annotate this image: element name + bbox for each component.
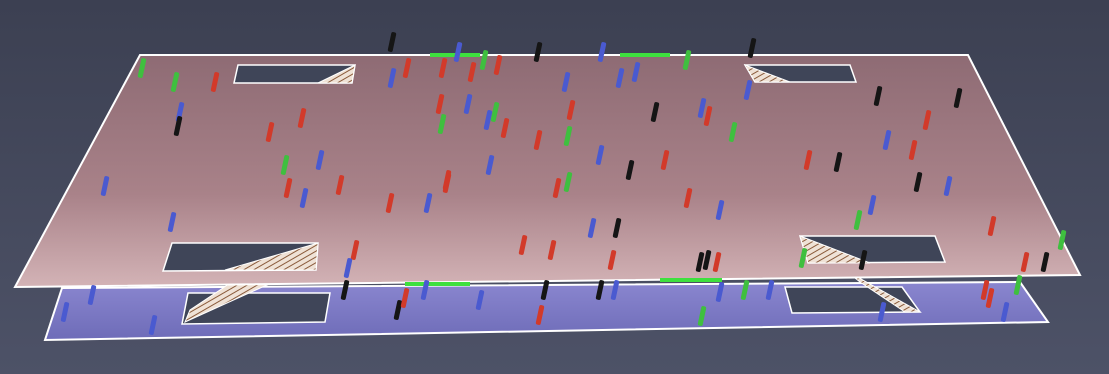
scene (0, 0, 1109, 374)
page: (() => { const g = document.getElementBy… (0, 0, 1109, 374)
